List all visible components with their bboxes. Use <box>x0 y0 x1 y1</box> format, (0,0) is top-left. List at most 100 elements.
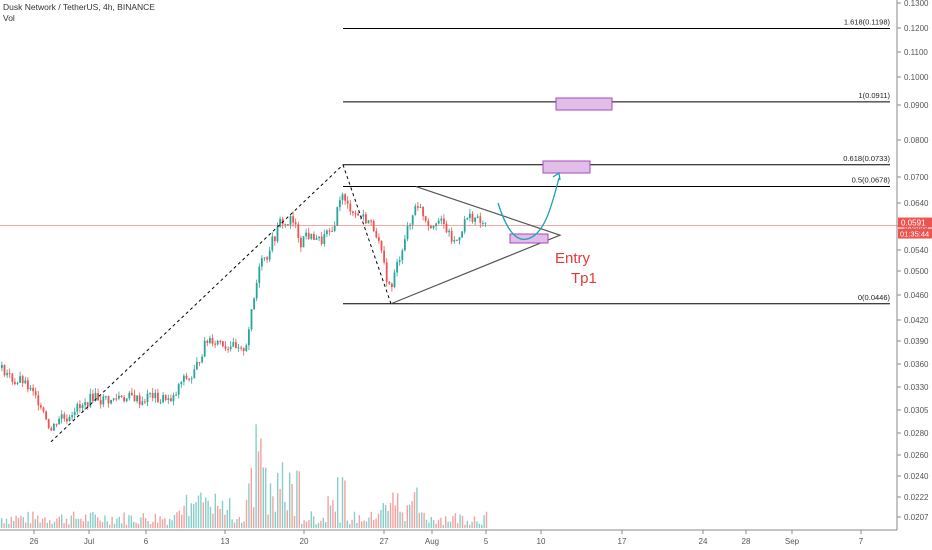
volume-bar <box>320 520 322 528</box>
candle-body <box>146 393 149 402</box>
candle-body <box>307 232 310 239</box>
candle-body <box>331 230 333 232</box>
price-tags: 0.0591 01:35:44 <box>898 217 932 239</box>
time-tick-label: 5 <box>484 537 489 546</box>
volume-bar <box>358 515 360 528</box>
candle-body <box>203 340 206 357</box>
candle-body <box>170 398 172 402</box>
entry-label: Entry <box>555 250 591 267</box>
candle-body <box>162 395 164 403</box>
volume-bar <box>147 521 149 528</box>
candle-body <box>471 213 474 222</box>
candle-body <box>115 398 118 400</box>
candle-body <box>404 239 406 251</box>
candle-body <box>144 401 146 403</box>
countdown-tag <box>898 228 932 239</box>
volume-bar <box>289 472 291 528</box>
candle-body <box>183 375 185 382</box>
candle-body <box>188 378 190 380</box>
candle-body <box>445 223 448 233</box>
candle-body <box>190 378 193 380</box>
volume-bar <box>399 511 401 528</box>
volume-bar <box>85 514 87 528</box>
candle-body <box>120 395 123 398</box>
volume-bar <box>457 523 459 528</box>
volume-bar <box>56 518 58 528</box>
volume-bar <box>298 471 300 528</box>
candle-body <box>279 218 281 227</box>
candle-body <box>125 398 128 402</box>
candle-body <box>458 237 461 241</box>
candle-body <box>263 257 266 259</box>
volume-bar <box>337 477 339 528</box>
candle-body <box>443 218 445 224</box>
volume-bar <box>473 516 476 528</box>
volume-bar <box>349 524 351 528</box>
volume-bar <box>173 514 176 528</box>
volume-bar <box>416 487 418 528</box>
candle-body <box>339 200 341 208</box>
volume-bar <box>106 521 108 528</box>
candle-body <box>11 373 14 382</box>
volume-bar <box>149 524 152 528</box>
candle-body <box>479 216 482 224</box>
volume-bar <box>178 510 180 528</box>
candle-body <box>196 362 198 370</box>
candle-body <box>437 220 440 224</box>
candle-body <box>255 282 258 299</box>
volume-bar <box>164 518 166 528</box>
volume-bar <box>401 512 404 528</box>
candle-body <box>235 342 237 349</box>
candle-body <box>131 392 133 395</box>
candle-body <box>453 239 456 242</box>
candle-body <box>456 239 458 241</box>
volume-bar <box>260 438 262 528</box>
volume-bar <box>356 522 358 528</box>
volume-bar <box>464 524 466 528</box>
volume-bar <box>459 514 461 528</box>
candle-body <box>222 341 224 347</box>
volume-bar <box>281 462 284 528</box>
volume-bar <box>375 518 377 528</box>
candle-body <box>385 262 388 282</box>
volume-bar <box>291 484 293 528</box>
candle-body <box>422 207 424 217</box>
volume-bar <box>238 517 240 528</box>
price-axis: 0.1300 0.1200 0.1100 0.1000 0.0900 0.0800 0.07… <box>897 0 929 522</box>
candle-body <box>258 266 261 283</box>
volume-bar <box>205 497 207 528</box>
candle-body <box>469 213 471 219</box>
volume-bar <box>3 523 5 528</box>
volume-bar <box>265 467 267 528</box>
candle-body <box>378 237 380 241</box>
volume-bar <box>123 512 125 528</box>
candle-body <box>175 394 177 396</box>
volume-bar <box>161 519 164 528</box>
volume-bar <box>471 521 473 528</box>
current-price-text: 0.0591 <box>901 219 926 228</box>
price-tick-label: 0.0330 <box>904 383 929 392</box>
candle-body <box>268 250 271 260</box>
tp1-label: Tp1 <box>571 270 597 287</box>
volume-bar <box>241 522 243 528</box>
price-tick-label: 0.0305 <box>904 406 929 415</box>
candle-body <box>320 236 323 245</box>
volume-bar <box>368 517 370 528</box>
volume-bar <box>51 523 53 528</box>
volume-bar <box>169 518 171 528</box>
price-tick-label: 0.1300 <box>904 0 929 8</box>
candle-body <box>63 414 66 419</box>
volume-bar <box>39 522 41 528</box>
candle-body <box>393 272 396 288</box>
volume-bar <box>130 515 132 528</box>
candle-body <box>375 231 378 238</box>
fib-label: 1.618(0.1198) <box>844 17 891 26</box>
volume-bar <box>58 516 60 528</box>
volume-bar <box>334 511 336 528</box>
price-tick-label: 0.0360 <box>904 360 929 369</box>
candle-body <box>154 392 157 399</box>
volume-bar <box>77 518 80 528</box>
volume-bar <box>224 514 226 528</box>
volume-bar <box>481 524 483 528</box>
